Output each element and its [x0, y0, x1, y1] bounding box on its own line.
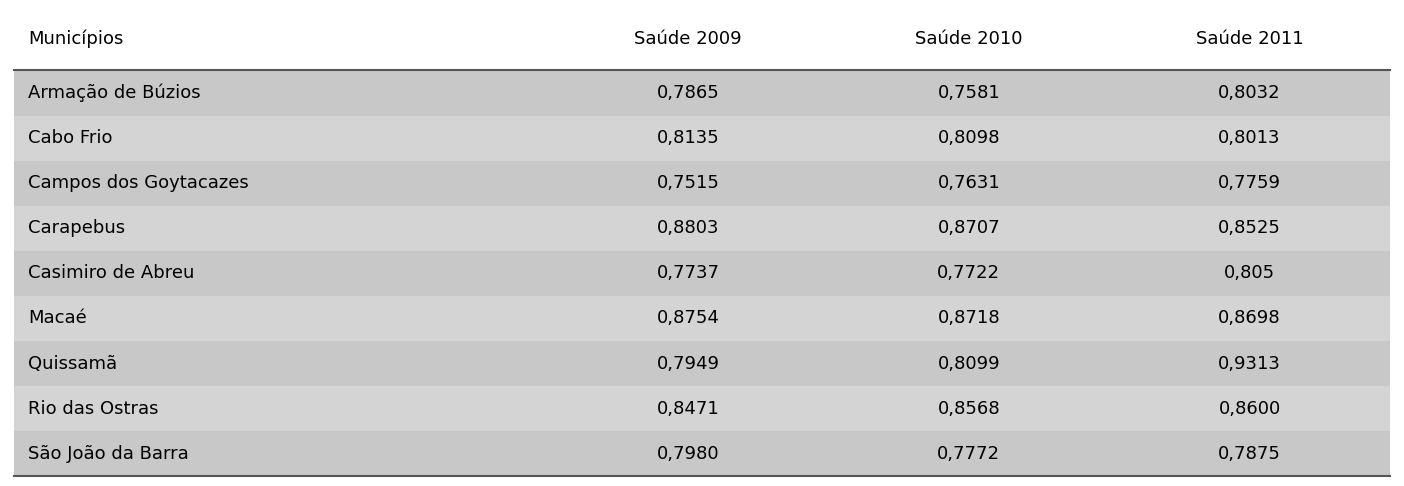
Text: 0,7631: 0,7631: [938, 174, 1000, 192]
Text: 0,7949: 0,7949: [657, 355, 719, 373]
Text: Saúde 2009: Saúde 2009: [635, 30, 741, 48]
Text: 0,8707: 0,8707: [938, 219, 1000, 237]
Text: 0,8471: 0,8471: [657, 399, 719, 417]
Text: Armação de Búzios: Armação de Búzios: [28, 84, 201, 102]
Text: 0,8600: 0,8600: [1219, 399, 1280, 417]
Text: Saúde 2011: Saúde 2011: [1196, 30, 1303, 48]
Text: 0,8032: 0,8032: [1219, 84, 1280, 102]
Text: 0,7515: 0,7515: [657, 174, 719, 192]
Text: 0,7737: 0,7737: [657, 264, 719, 282]
Text: 0,8568: 0,8568: [938, 399, 1000, 417]
FancyBboxPatch shape: [14, 341, 1390, 386]
Text: 0,7875: 0,7875: [1219, 445, 1280, 463]
Text: Campos dos Goytacazes: Campos dos Goytacazes: [28, 174, 249, 192]
Text: 0,7772: 0,7772: [938, 445, 1000, 463]
Text: Municípios: Municípios: [28, 30, 124, 48]
Text: Saúde 2010: Saúde 2010: [915, 30, 1022, 48]
Text: 0,7722: 0,7722: [938, 264, 1000, 282]
FancyBboxPatch shape: [14, 161, 1390, 206]
Text: 0,7759: 0,7759: [1219, 174, 1280, 192]
FancyBboxPatch shape: [14, 70, 1390, 116]
Text: Casimiro de Abreu: Casimiro de Abreu: [28, 264, 195, 282]
Text: São João da Barra: São João da Barra: [28, 445, 188, 463]
Text: 0,7980: 0,7980: [657, 445, 719, 463]
Text: 0,8803: 0,8803: [657, 219, 719, 237]
Text: Quissamã: Quissamã: [28, 355, 117, 373]
Text: 0,8754: 0,8754: [657, 310, 719, 328]
FancyBboxPatch shape: [14, 296, 1390, 341]
Text: 0,8525: 0,8525: [1219, 219, 1280, 237]
Text: 0,8698: 0,8698: [1219, 310, 1280, 328]
Text: 0,8098: 0,8098: [938, 129, 1000, 147]
Text: 0,8099: 0,8099: [938, 355, 1000, 373]
Text: 0,7581: 0,7581: [938, 84, 1000, 102]
Text: Rio das Ostras: Rio das Ostras: [28, 399, 159, 417]
Text: 0,8013: 0,8013: [1219, 129, 1280, 147]
Text: 0,9313: 0,9313: [1219, 355, 1280, 373]
Text: 0,8135: 0,8135: [657, 129, 719, 147]
FancyBboxPatch shape: [14, 116, 1390, 161]
FancyBboxPatch shape: [14, 386, 1390, 431]
FancyBboxPatch shape: [14, 206, 1390, 251]
Text: Macaé: Macaé: [28, 310, 87, 328]
FancyBboxPatch shape: [14, 431, 1390, 476]
Text: 0,805: 0,805: [1224, 264, 1275, 282]
Text: 0,8718: 0,8718: [938, 310, 1000, 328]
Text: 0,7865: 0,7865: [657, 84, 719, 102]
Text: Cabo Frio: Cabo Frio: [28, 129, 112, 147]
Text: Carapebus: Carapebus: [28, 219, 125, 237]
FancyBboxPatch shape: [14, 251, 1390, 296]
